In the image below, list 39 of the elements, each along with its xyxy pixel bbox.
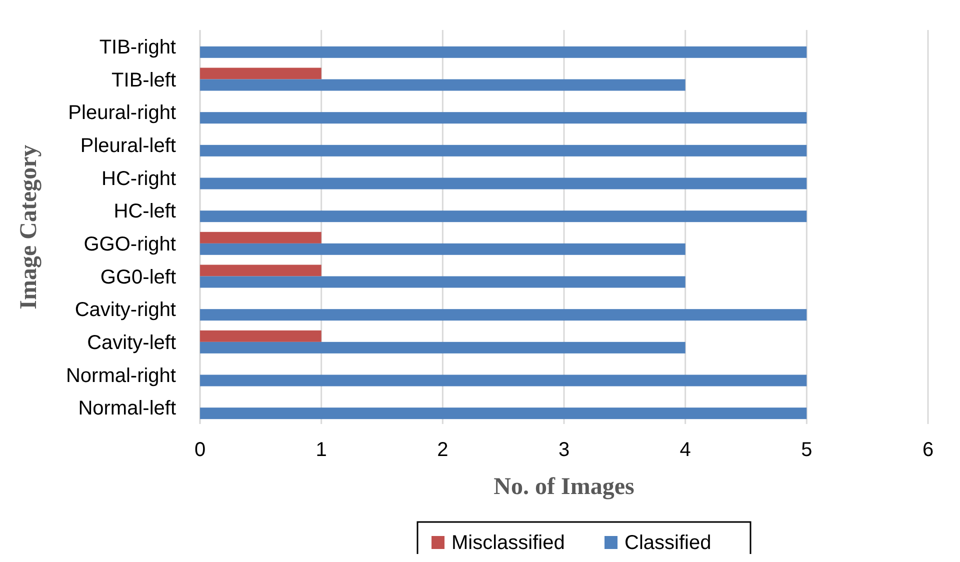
bar: [200, 243, 686, 255]
bar: [200, 232, 322, 244]
bar: [200, 68, 322, 80]
x-tick-label: 6: [922, 439, 934, 461]
y-tick-label: Cavity-left: [87, 332, 176, 354]
y-axis-title: Image Category: [16, 144, 42, 310]
x-tick-label: 2: [437, 439, 448, 461]
y-tick-label: Normal-right: [66, 364, 176, 387]
bar: [200, 210, 807, 222]
y-tick-label: GG0-left: [100, 266, 176, 288]
legend-label: Misclassified: [452, 532, 565, 554]
y-tick-label: TIB-right: [99, 36, 176, 58]
x-axis-title: No. of Images: [494, 474, 634, 500]
bar: [200, 330, 322, 342]
y-tick-label: Cavity-right: [74, 299, 176, 322]
bar: [200, 112, 807, 124]
x-tick-label: 1: [316, 439, 327, 461]
y-tick-label: HC-left: [114, 200, 176, 223]
y-tick-label: TIB-left: [112, 69, 176, 92]
x-tick-label: 3: [558, 439, 570, 461]
bar: [200, 46, 807, 58]
bar: [200, 178, 807, 190]
y-tick-label: Pleural-left: [80, 134, 176, 157]
y-tick-label: Pleural-right: [68, 102, 176, 124]
x-tick-label: 0: [194, 439, 206, 461]
y-tick-label: GGO-right: [84, 233, 176, 256]
bar: [200, 79, 686, 91]
bar: [200, 342, 686, 354]
legend-label: Classified: [624, 532, 712, 554]
x-tick-label: 4: [680, 439, 691, 461]
bar: [200, 144, 807, 156]
bar: [200, 408, 807, 420]
y-tick-label: Normal-left: [78, 398, 176, 420]
bar: [200, 264, 322, 276]
bar: [200, 276, 686, 288]
bar: [200, 309, 807, 321]
x-tick-label: 5: [801, 439, 812, 461]
y-tick-label: HC-right: [102, 168, 176, 190]
bar: [200, 374, 807, 386]
